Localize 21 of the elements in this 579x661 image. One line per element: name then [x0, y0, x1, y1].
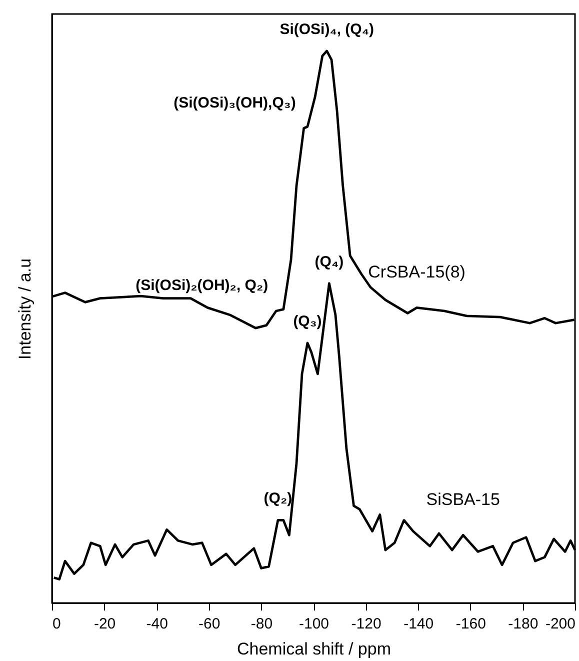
annotation: (Si(OSi)₂(OH)₂, Q₂)	[136, 276, 268, 294]
x-tick-label: -20	[94, 616, 116, 632]
x-tick-label: 0	[52, 616, 61, 632]
x-tick-label: -180	[508, 616, 538, 632]
x-tick-label: -100	[298, 616, 330, 632]
annotation: (Q₃)	[293, 313, 322, 330]
series-label: SiSBA-15	[426, 490, 500, 510]
x-tick-label: -60	[198, 616, 220, 632]
x-axis-title: Chemical shift / ppm	[237, 640, 391, 658]
x-tick-label: -140	[404, 616, 434, 632]
annotation: (Q₂)	[264, 490, 292, 508]
x-tick-label: -40	[146, 616, 168, 632]
x-tick-label: -160	[456, 616, 486, 632]
x-tick-label: -80	[250, 616, 273, 632]
series-label: CrSBA-15(8)	[368, 262, 466, 282]
annotation: (Si(OSi)₃(OH),Q₃)	[174, 94, 296, 112]
x-tick-label: -200	[545, 616, 576, 632]
annotation: Si(OSi)₄, (Q₄)	[280, 20, 374, 38]
y-axis-title: Intensity / a.u	[16, 258, 34, 360]
annotation: (Q₄)	[314, 253, 344, 270]
x-tick-label: -120	[351, 616, 382, 632]
